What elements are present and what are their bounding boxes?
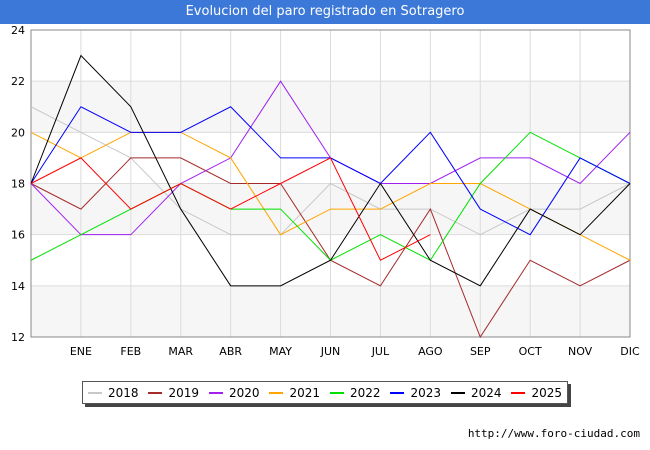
x-tick-label: SEP bbox=[470, 345, 491, 358]
chart-legend: 2018 2019 2020 2021 2022 2023 2024 2025 bbox=[82, 381, 568, 404]
legend-item-2019: 2019 bbox=[148, 386, 199, 400]
x-tick-label: OCT bbox=[519, 345, 542, 358]
x-tick-label: ABR bbox=[219, 345, 242, 358]
series-line-2025 bbox=[30, 157, 431, 261]
legend-swatch bbox=[450, 391, 465, 394]
source-credit: http://www.foro-ciudad.com bbox=[467, 427, 640, 440]
x-tick-label: JUN bbox=[320, 345, 341, 358]
legend-label: 2023 bbox=[410, 385, 442, 400]
legend-item-2022: 2022 bbox=[329, 385, 381, 400]
x-tick-label: ENE bbox=[70, 345, 92, 358]
chart-title: Evolucion del paro registrado en Sotrage… bbox=[0, 0, 650, 24]
legend-label: 2018 bbox=[107, 385, 139, 400]
y-tick-label: 18 bbox=[11, 178, 25, 191]
legend-swatch bbox=[390, 391, 405, 394]
legend-item-2021: 2021 bbox=[269, 386, 320, 400]
x-tick-label: FEB bbox=[120, 345, 141, 358]
y-tick-label: 24 bbox=[11, 24, 25, 37]
legend-swatch bbox=[208, 391, 223, 394]
legend-item-2025: 2025 bbox=[511, 386, 562, 400]
y-tick-label: 16 bbox=[11, 229, 25, 242]
y-tick-label: 12 bbox=[11, 331, 25, 344]
legend-label: 2022 bbox=[349, 385, 381, 400]
legend-label: 2021 bbox=[289, 385, 321, 400]
y-tick-label: 14 bbox=[11, 280, 25, 293]
series-line-2024 bbox=[30, 54, 631, 287]
legend-swatch bbox=[329, 391, 344, 394]
legend-label: 2024 bbox=[470, 385, 502, 400]
legend-swatch bbox=[269, 391, 284, 394]
x-tick-label: NOV bbox=[568, 345, 593, 358]
legend-swatch bbox=[511, 391, 526, 394]
legend-label: 2019 bbox=[168, 385, 200, 400]
x-tick-label: AGO bbox=[418, 345, 443, 358]
x-tick-label: JUL bbox=[371, 345, 390, 358]
legend-swatch bbox=[148, 391, 163, 394]
legend-item-2020: 2020 bbox=[208, 385, 260, 400]
legend-swatch bbox=[87, 391, 102, 394]
x-tick-label: DIC bbox=[620, 345, 640, 358]
legend-label: 2020 bbox=[228, 385, 260, 400]
legend-item-2018: 2018 bbox=[87, 385, 139, 400]
legend-label: 2025 bbox=[531, 385, 563, 400]
y-tick-label: 20 bbox=[11, 126, 25, 139]
legend-item-2023: 2023 bbox=[390, 386, 441, 400]
y-tick-label: 22 bbox=[11, 75, 25, 88]
x-tick-label: MAR bbox=[168, 345, 193, 358]
x-tick-label: MAY bbox=[269, 345, 292, 358]
legend-item-2024: 2024 bbox=[450, 385, 502, 400]
